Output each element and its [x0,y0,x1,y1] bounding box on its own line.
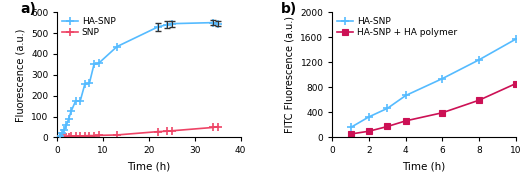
HA-SNP [59,132,65,134]
HA-SNP [56,135,63,137]
Line: HA-SNP + HA polymer: HA-SNP + HA polymer [348,81,518,137]
HA-SNP + HA polymer [348,133,354,135]
HA-SNP [164,24,170,26]
HA-SNP [513,38,519,40]
HA-SNP [95,62,102,64]
Line: HA-SNP: HA-SNP [55,18,222,141]
SNP [169,130,175,132]
SNP [66,136,72,138]
HA-SNP [77,100,83,102]
HA-SNP [61,129,67,131]
HA-SNP [348,126,354,128]
HA-SNP [86,82,93,84]
SNP [72,135,79,137]
HA-SNP [210,22,216,24]
HA-SNP [439,78,445,80]
SNP [64,136,70,138]
Y-axis label: FITC Fluorescence (a.u.): FITC Fluorescence (a.u.) [285,16,295,133]
HA-SNP [155,26,162,28]
Line: HA-SNP: HA-SNP [346,35,520,132]
HA-SNP [476,59,482,61]
HA-SNP + HA polymer [513,82,519,85]
HA-SNP [91,63,97,65]
SNP [215,126,221,128]
HA-SNP [68,110,74,112]
HA-SNP [366,116,372,118]
SNP [155,130,162,133]
Text: a): a) [21,2,36,16]
SNP [56,136,63,138]
HA-SNP [64,124,70,126]
HA-SNP [384,107,391,109]
X-axis label: Time (h): Time (h) [127,161,171,171]
HA-SNP + HA polymer [439,112,445,114]
HA-SNP [114,46,120,48]
HA-SNP + HA polymer [476,99,482,101]
HA-SNP [66,118,72,120]
Text: b): b) [281,2,297,16]
X-axis label: Time (h): Time (h) [402,161,446,171]
HA-SNP + HA polymer [366,130,372,132]
HA-SNP [403,94,409,97]
Legend: HA-SNP, SNP: HA-SNP, SNP [62,17,116,37]
Y-axis label: Fluorescence (a.u.): Fluorescence (a.u.) [16,28,26,121]
HA-SNP [82,83,88,85]
SNP [59,136,65,138]
SNP [61,136,67,138]
SNP [77,135,83,137]
HA-SNP [72,100,79,102]
HA-SNP + HA polymer [403,120,409,122]
SNP [95,134,102,136]
SNP [91,135,97,137]
SNP [68,135,74,137]
Legend: HA-SNP, HA-SNP + HA polymer: HA-SNP, HA-SNP + HA polymer [337,17,457,37]
HA-SNP [169,23,175,25]
HA-SNP + HA polymer [384,125,391,128]
SNP [114,134,120,136]
SNP [86,135,93,137]
SNP [210,126,216,128]
SNP [164,130,170,132]
SNP [82,135,88,137]
HA-SNP [215,23,221,25]
Line: SNP: SNP [55,122,222,141]
